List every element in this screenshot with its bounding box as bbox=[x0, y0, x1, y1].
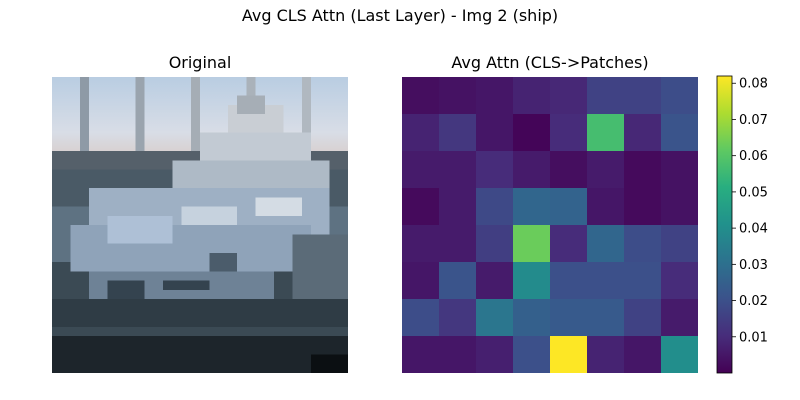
heatmap-cell-r6-c3 bbox=[513, 299, 551, 337]
heatmap-cell-r4-c7 bbox=[661, 225, 698, 263]
heatmap-cell-r4-c1 bbox=[439, 225, 477, 263]
heatmap-cell-r0-c1 bbox=[439, 77, 477, 115]
heatmap-cell-r6-c5 bbox=[587, 299, 625, 337]
heatmap-cell-r6-c6 bbox=[624, 299, 662, 337]
heatmap-title: Avg Attn (CLS->Patches) bbox=[451, 53, 649, 72]
colorbar-tick-label: 0.04 bbox=[739, 222, 768, 237]
heatmap-cell-r3-c0 bbox=[402, 188, 440, 226]
heatmap-cell-r3-c3 bbox=[513, 188, 551, 226]
figure-title: Avg CLS Attn (Last Layer) - Img 2 (ship) bbox=[241, 6, 559, 25]
heatmap-cell-r0-c2 bbox=[476, 77, 514, 115]
heatmap-cell-r3-c4 bbox=[550, 188, 588, 226]
heatmap-cell-r3-c7 bbox=[661, 188, 698, 226]
heatmap-cell-r4-c3 bbox=[513, 225, 551, 263]
heatmap-cell-r6-c4 bbox=[550, 299, 588, 337]
heatmap-cell-r7-c3 bbox=[513, 336, 551, 373]
heatmap-cell-r5-c4 bbox=[550, 262, 588, 300]
heatmap-cell-r1-c2 bbox=[476, 114, 514, 152]
heatmap-cell-r2-c5 bbox=[587, 151, 625, 189]
heatmap-cell-r2-c3 bbox=[513, 151, 551, 189]
original-image-title: Original bbox=[168, 53, 232, 72]
heatmap-cell-r6-c7 bbox=[661, 299, 698, 337]
heatmap-cell-r2-c4 bbox=[550, 151, 588, 189]
heatmap-cell-r0-c6 bbox=[624, 77, 662, 115]
colorbar-gradient bbox=[716, 75, 733, 374]
heatmap-cell-r5-c1 bbox=[439, 262, 477, 300]
colorbar-tick-label: 0.05 bbox=[739, 185, 768, 200]
heatmap-cell-r3-c2 bbox=[476, 188, 514, 226]
heatmap-cell-r7-c2 bbox=[476, 336, 514, 373]
heatmap-cell-r5-c3 bbox=[513, 262, 551, 300]
heatmap-cell-r7-c1 bbox=[439, 336, 477, 373]
heatmap-cell-r2-c7 bbox=[661, 151, 698, 189]
heatmap-cell-r0-c3 bbox=[513, 77, 551, 115]
heatmap-cell-r2-c2 bbox=[476, 151, 514, 189]
colorbar-tick-label: 0.01 bbox=[739, 330, 768, 345]
heatmap-cell-r6-c2 bbox=[476, 299, 514, 337]
heatmap-cell-r4-c0 bbox=[402, 225, 440, 263]
heatmap-cell-r5-c5 bbox=[587, 262, 625, 300]
heatmap-cell-r3-c5 bbox=[587, 188, 625, 226]
colorbar-tick-label: 0.02 bbox=[739, 294, 768, 309]
heatmap-cell-r0-c4 bbox=[550, 77, 588, 115]
heatmap-cell-r7-c5 bbox=[587, 336, 625, 373]
heatmap-cell-r0-c7 bbox=[661, 77, 698, 115]
colorbar-tick-label: 0.03 bbox=[739, 258, 768, 273]
colorbar-tick-label: 0.07 bbox=[739, 113, 768, 128]
heatmap-cell-r6-c0 bbox=[402, 299, 440, 337]
heatmap-cell-r5-c7 bbox=[661, 262, 698, 300]
heatmap-cell-r1-c0 bbox=[402, 114, 440, 152]
colorbar-tick-label: 0.08 bbox=[739, 77, 768, 92]
heatmap-cell-r3-c6 bbox=[624, 188, 662, 226]
heatmap-cell-r7-c4 bbox=[550, 336, 588, 373]
heatmap-cell-r1-c1 bbox=[439, 114, 477, 152]
heatmap-cell-r1-c7 bbox=[661, 114, 698, 152]
heatmap-cell-r2-c0 bbox=[402, 151, 440, 189]
heatmap-cell-r7-c7 bbox=[661, 336, 698, 373]
heatmap-cell-r2-c1 bbox=[439, 151, 477, 189]
heatmap-cell-r1-c3 bbox=[513, 114, 551, 152]
original-ship-image bbox=[52, 77, 348, 373]
heatmap-cell-r5-c2 bbox=[476, 262, 514, 300]
heatmap-cell-r0-c0 bbox=[402, 77, 440, 115]
heatmap-cell-r2-c6 bbox=[624, 151, 662, 189]
heatmap-cell-r7-c0 bbox=[402, 336, 440, 373]
heatmap-cell-r5-c0 bbox=[402, 262, 440, 300]
colorbar: 0.01 0.02 0.03 0.04 0.05 0.06 0.07 0.08 bbox=[716, 75, 768, 374]
colorbar-tick-label: 0.06 bbox=[739, 149, 768, 164]
heatmap-cell-r7-c6 bbox=[624, 336, 662, 373]
heatmap-cell-r5-c6 bbox=[624, 262, 662, 300]
heatmap-cell-r4-c4 bbox=[550, 225, 588, 263]
heatmap-cell-r1-c6 bbox=[624, 114, 662, 152]
heatmap-cell-r3-c1 bbox=[439, 188, 477, 226]
heatmap-cell-r4-c2 bbox=[476, 225, 514, 263]
heatmap-cell-r4-c6 bbox=[624, 225, 662, 263]
attention-heatmap bbox=[402, 77, 698, 373]
heatmap-cell-r1-c5 bbox=[587, 114, 625, 152]
heatmap-cell-r4-c5 bbox=[587, 225, 625, 263]
heatmap-cell-r0-c5 bbox=[587, 77, 625, 115]
heatmap-cell-r1-c4 bbox=[550, 114, 588, 152]
heatmap-cell-r6-c1 bbox=[439, 299, 477, 337]
